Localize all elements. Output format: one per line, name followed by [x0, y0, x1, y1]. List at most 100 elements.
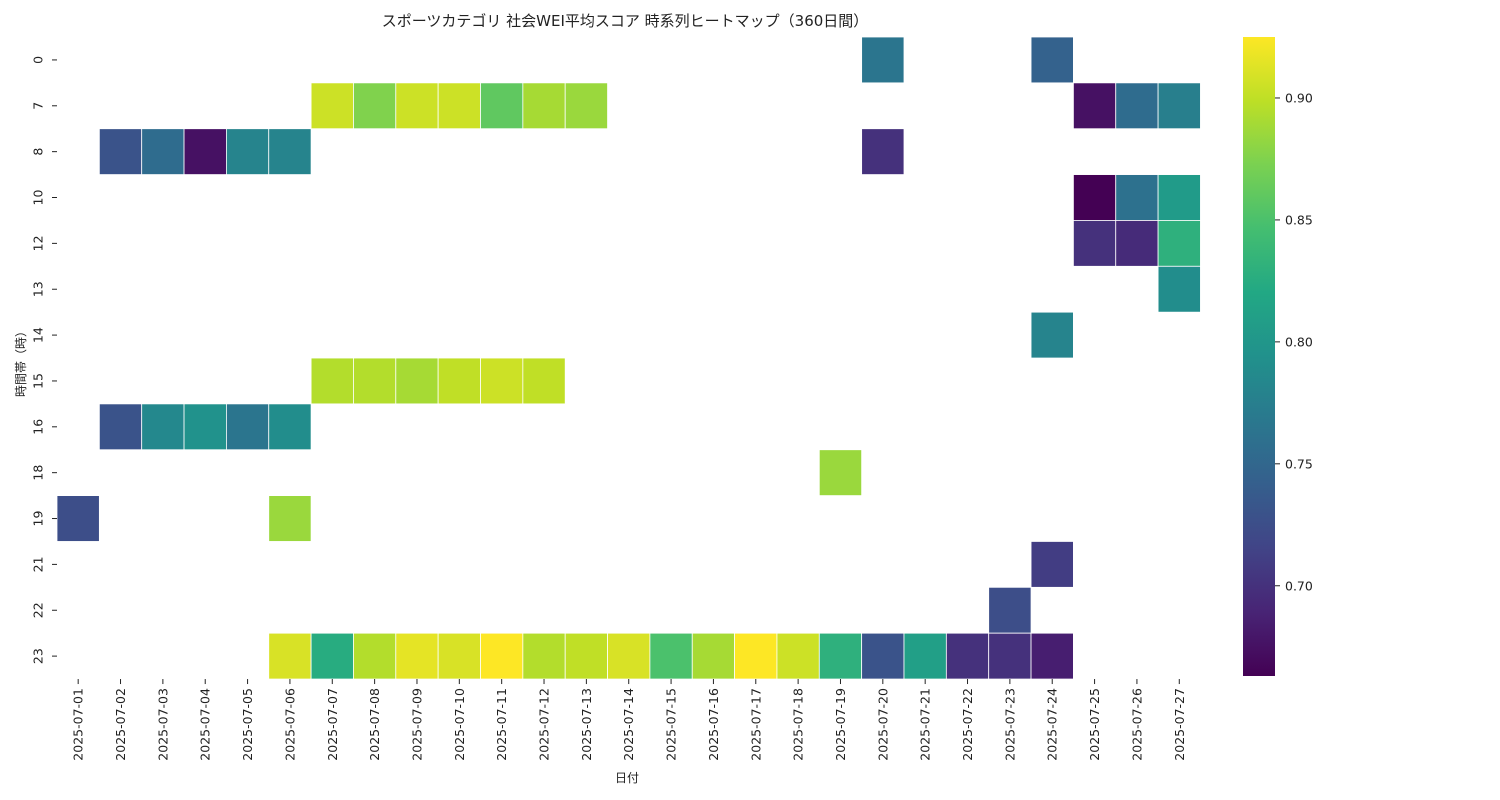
- heatmap-cell: [1157, 220, 1201, 267]
- x-tick-label: 2025-07-16: [706, 688, 721, 761]
- heatmap-cell: [564, 82, 608, 130]
- heatmap-cell: [395, 82, 439, 130]
- x-tick-label: 2025-07-03: [155, 688, 170, 761]
- heatmap-cell: [1157, 82, 1201, 130]
- heatmap-cell: [141, 403, 185, 451]
- colorbar-tick-label: 0.90: [1285, 90, 1313, 105]
- heatmap-cell: [607, 632, 651, 680]
- x-tick-label: 2025-07-21: [918, 688, 933, 761]
- heatmap-cell: [861, 632, 905, 680]
- heatmap-cell: [480, 82, 524, 130]
- heatmap-cell: [56, 495, 100, 542]
- x-tick-label: 2025-07-24: [1045, 688, 1060, 761]
- heatmap-cell: [480, 357, 524, 405]
- heatmap-cell: [691, 632, 735, 680]
- colorbar-tick-label: 0.85: [1285, 212, 1313, 227]
- heatmap-cell: [310, 82, 354, 130]
- heatmap-cell: [818, 449, 863, 496]
- colorbar-ticks: 0.70 0.75 0.80 0.85 0.90: [1275, 90, 1313, 593]
- heatmap-cell: [1030, 541, 1074, 588]
- heatmap-cell: [522, 82, 566, 130]
- y-tick-label: 7: [31, 102, 46, 110]
- colorbar-tick-label: 0.70: [1285, 578, 1313, 593]
- heatmap-cell: [310, 632, 354, 680]
- heatmap-cell: [437, 357, 481, 405]
- heatmap-cell: [353, 82, 397, 130]
- x-tick-label: 2025-07-14: [621, 688, 636, 761]
- x-tick-label: 2025-07-20: [875, 688, 890, 761]
- x-tick-label: 2025-07-09: [409, 688, 424, 761]
- heatmap-cell: [225, 403, 270, 451]
- heatmap-cell: [268, 403, 312, 451]
- heatmap-cell: [225, 128, 270, 175]
- x-tick-label: 2025-07-18: [791, 688, 806, 761]
- y-axis-label: 時間帯（時）: [14, 325, 28, 397]
- heatmap-cell: [649, 632, 693, 680]
- x-tick-label: 2025-07-08: [367, 688, 382, 761]
- heatmap-cell: [310, 357, 354, 405]
- heatmap-cell: [183, 128, 227, 175]
- y-tick-label: 22: [31, 602, 46, 618]
- heatmap-cell: [437, 632, 481, 680]
- colorbar-tick-label: 0.80: [1285, 334, 1313, 349]
- heatmap-cell: [988, 586, 1032, 634]
- y-tick-label: 15: [31, 373, 46, 389]
- heatmap-cell: [353, 632, 397, 680]
- heatmap-cell: [734, 632, 778, 680]
- x-tick-label: 2025-07-04: [198, 688, 213, 761]
- heatmap-cell: [268, 128, 312, 175]
- y-tick-label: 19: [31, 511, 46, 527]
- y-tick-label: 12: [31, 235, 46, 251]
- heatmap-cell: [395, 357, 439, 405]
- y-tick-label: 0: [31, 56, 46, 64]
- x-tick-label: 2025-07-27: [1172, 688, 1187, 761]
- heatmap-cell: [1115, 82, 1159, 130]
- heatmap-cell: [1073, 174, 1117, 221]
- heatmap-cell: [1073, 220, 1117, 267]
- heatmap-cell: [1030, 632, 1074, 680]
- x-tick-label: 2025-07-02: [113, 688, 128, 761]
- y-tick-label: 23: [31, 648, 46, 664]
- x-tick-label: 2025-07-23: [1002, 688, 1017, 761]
- y-tick-label: 8: [31, 148, 46, 156]
- x-tick-label: 2025-07-22: [960, 688, 975, 761]
- heatmap-cell: [268, 632, 312, 680]
- heatmap-cell: [1073, 82, 1117, 130]
- heatmap-cell: [183, 403, 227, 451]
- x-axis-ticks: 2025-07-01 2025-07-02 2025-07-03 2025-07-04…: [71, 679, 1187, 761]
- heatmap-cell: [395, 632, 439, 680]
- heatmap-cell: [98, 128, 143, 175]
- heatmap-cell: [353, 357, 397, 405]
- x-tick-label: 2025-07-15: [664, 688, 679, 761]
- x-tick-label: 2025-07-19: [833, 688, 848, 761]
- heatmap-cell: [522, 357, 566, 405]
- x-axis-label: 日付: [615, 771, 639, 785]
- heatmap-cells: [56, 36, 1201, 680]
- x-tick-label: 2025-07-01: [71, 688, 86, 761]
- y-tick-label: 16: [31, 419, 46, 435]
- x-tick-label: 2025-07-10: [452, 688, 467, 761]
- heatmap-cell: [1030, 311, 1074, 359]
- x-tick-label: 2025-07-12: [537, 688, 552, 761]
- x-tick-label: 2025-07-25: [1087, 688, 1102, 761]
- x-tick-label: 2025-07-13: [579, 688, 594, 761]
- heatmap-cell: [98, 403, 143, 451]
- y-tick-label: 14: [31, 327, 46, 343]
- heatmap-cell: [480, 632, 524, 680]
- heatmap-cell: [141, 128, 185, 175]
- x-tick-label: 2025-07-07: [325, 688, 340, 761]
- heatmap-cell: [861, 36, 905, 84]
- x-tick-label: 2025-07-06: [282, 688, 297, 761]
- chart-title: スポーツカテゴリ 社会WEI平均スコア 時系列ヒートマップ（360日間）: [382, 12, 869, 30]
- colorbar: [1243, 37, 1275, 676]
- heatmap-cell: [1157, 265, 1201, 313]
- y-tick-label: 21: [31, 556, 46, 572]
- x-tick-label: 2025-07-11: [494, 688, 509, 761]
- colorbar-tick-label: 0.75: [1285, 456, 1313, 471]
- heatmap-cell: [1030, 36, 1074, 84]
- heatmap-cell: [818, 632, 863, 680]
- heatmap-cell: [1115, 174, 1159, 221]
- x-tick-label: 2025-07-17: [748, 688, 763, 761]
- x-tick-label: 2025-07-05: [240, 688, 255, 761]
- y-tick-label: 10: [31, 190, 46, 206]
